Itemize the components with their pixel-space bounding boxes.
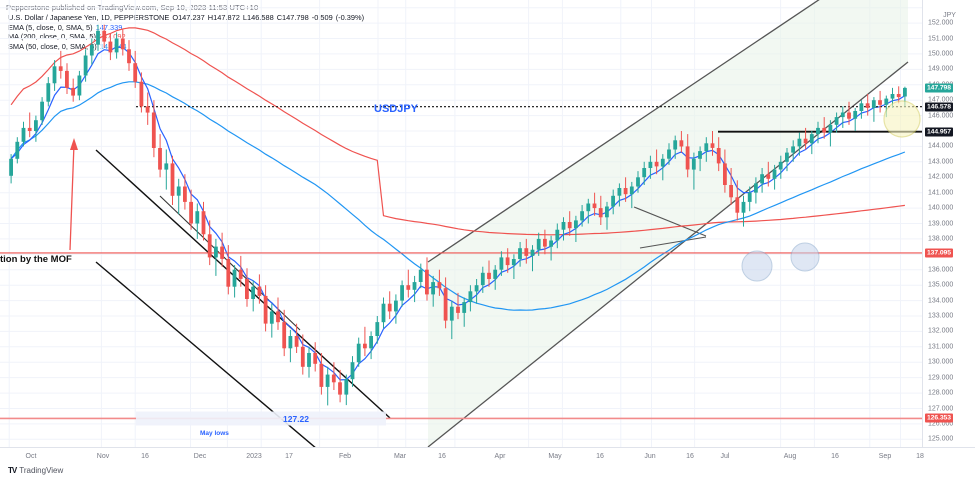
time-tick: May — [548, 453, 562, 460]
annotation-may-lows: May lows — [200, 430, 229, 437]
legend-open: O147.237 — [172, 13, 205, 22]
blue-circle-marker-1 — [741, 250, 773, 282]
time-axis[interactable]: Oct Nov 16 Dec 2023 17 Feb Mar 16 Apr May 16 Jun 16 Ju… — [0, 447, 975, 466]
price-axis-label: 144.957 — [925, 127, 953, 137]
time-tick: Jun — [644, 453, 656, 460]
time-tick: Oct — [25, 453, 37, 460]
time-tick: Mar — [393, 453, 407, 460]
ma-200-line — [10, 27, 905, 236]
price-axis-label: 147.798 — [925, 83, 953, 93]
tradingview-logo[interactable]: TV TradingView — [8, 466, 63, 475]
price-tick: 141.000 — [928, 189, 954, 197]
legend-indicator-sma50[interactable]: SMA (50, close, 0, SMA, 5) 143.544 — [8, 42, 364, 52]
price-axis-currency: JPY — [943, 12, 956, 19]
time-tick: 18 — [916, 453, 924, 460]
time-tick: 16 — [831, 453, 839, 460]
price-tick: 142.000 — [928, 173, 954, 181]
legend-indicator-ma200[interactable]: MA (200, close, 0, SMA, 5) 137.092 — [8, 32, 364, 42]
yellow-circle-marker — [883, 100, 921, 138]
highlight-markers — [741, 100, 921, 282]
price-tick: 130.000 — [928, 358, 954, 366]
pennant-pattern — [633, 206, 707, 249]
time-tick: Feb — [338, 453, 352, 460]
price-tick: 131.000 — [928, 343, 954, 351]
price-tick: 129.000 — [928, 374, 954, 382]
time-tick: Nov — [96, 453, 110, 460]
price-tick: 132.000 — [928, 327, 954, 335]
indicator-name-sma50: SMA (50, close, 0, SMA, 5) — [8, 41, 97, 51]
time-tick: Dec — [193, 453, 207, 460]
annotation-usdjpy: USDJPY — [374, 103, 419, 115]
legend-symbol: U.S. Dollar / Japanese Yen, 1D, PEPPERST… — [8, 13, 170, 22]
legend-low: L146.588 — [242, 13, 274, 22]
mof-arrow — [69, 138, 78, 251]
price-tick: 125.000 — [928, 435, 954, 443]
time-tick: 16 — [141, 453, 149, 460]
price-tick: 147.000 — [928, 96, 954, 104]
price-axis-label: 146.578 — [925, 102, 953, 112]
chart-legend: U.S. Dollar / Japanese Yen, 1D, PEPPERST… — [8, 13, 364, 51]
chart-canvas — [0, 0, 922, 447]
price-tick: 133.000 — [928, 312, 954, 320]
price-axis[interactable]: JPY 152.000151.000150.000149.000148.0001… — [922, 0, 975, 447]
candlestick-series — [9, 24, 907, 406]
time-tick: 16 — [686, 453, 694, 460]
price-tick: 134.000 — [928, 297, 954, 305]
time-tick: 16 — [596, 453, 604, 460]
price-tick: 146.000 — [928, 112, 954, 120]
price-tick: 136.000 — [928, 266, 954, 274]
indicator-value-sma50: 143.544 — [99, 41, 127, 51]
price-tick: 150.000 — [928, 50, 954, 58]
price-tick: 135.000 — [928, 281, 954, 289]
chart-plot-area[interactable] — [0, 0, 922, 447]
price-tick: 144.000 — [928, 142, 954, 150]
rising-channel — [427, 0, 909, 447]
price-tick: 139.000 — [928, 220, 954, 227]
price-axis-label: 137.095 — [925, 248, 953, 258]
indicator-name-ema: EMA (5, close, 0, SMA, 5) — [8, 22, 93, 32]
blue-circle-marker-2 — [790, 242, 820, 272]
annotation-mof: tion by the MOF — [0, 254, 72, 265]
indicator-value-ma200: 137.092 — [98, 32, 126, 42]
tradingview-mark-icon: TV — [8, 466, 17, 475]
time-tick: 17 — [285, 453, 293, 460]
price-tick: 151.000 — [928, 35, 954, 42]
time-tick: 2023 — [246, 453, 262, 460]
time-tick: Jul — [720, 453, 730, 460]
legend-close: C147.798 — [276, 13, 309, 22]
annotation-low-price: 127.22 — [283, 414, 309, 424]
may-lows-band — [136, 411, 386, 426]
legend-change: -0.509 — [311, 13, 333, 22]
price-tick: 143.000 — [928, 158, 954, 166]
legend-ohlc: O147.237 H147.872 L146.588 C147.798 -0.5… — [172, 13, 364, 23]
price-tick: 140.000 — [928, 204, 954, 212]
price-tick: 127.000 — [928, 405, 954, 412]
price-tick: 126.000 — [928, 420, 954, 428]
legend-high: H147.872 — [207, 13, 240, 22]
indicator-value-ema: 147.339 — [95, 22, 123, 32]
legend-symbol-row[interactable]: U.S. Dollar / Japanese Yen, 1D, PEPPERST… — [8, 13, 364, 23]
indicator-name-ma200: MA (200, close, 0, SMA, 5) — [8, 32, 96, 42]
price-axis-label: 126.353 — [925, 413, 953, 423]
price-tick: 149.000 — [928, 65, 954, 73]
price-tick: 138.000 — [928, 235, 954, 243]
time-tick: Sep — [878, 453, 892, 460]
legend-change-percent: (-0.39%) — [335, 13, 365, 22]
price-tick: 152.000 — [928, 19, 954, 27]
time-tick: Apr — [494, 453, 506, 460]
legend-indicator-ema[interactable]: EMA (5, close, 0, SMA, 5) 147.339 — [8, 23, 364, 33]
time-tick: 16 — [438, 453, 446, 460]
tradingview-brand-label: TradingView — [19, 466, 64, 475]
time-tick: Aug — [783, 453, 797, 460]
price-tick: 128.000 — [928, 389, 954, 397]
